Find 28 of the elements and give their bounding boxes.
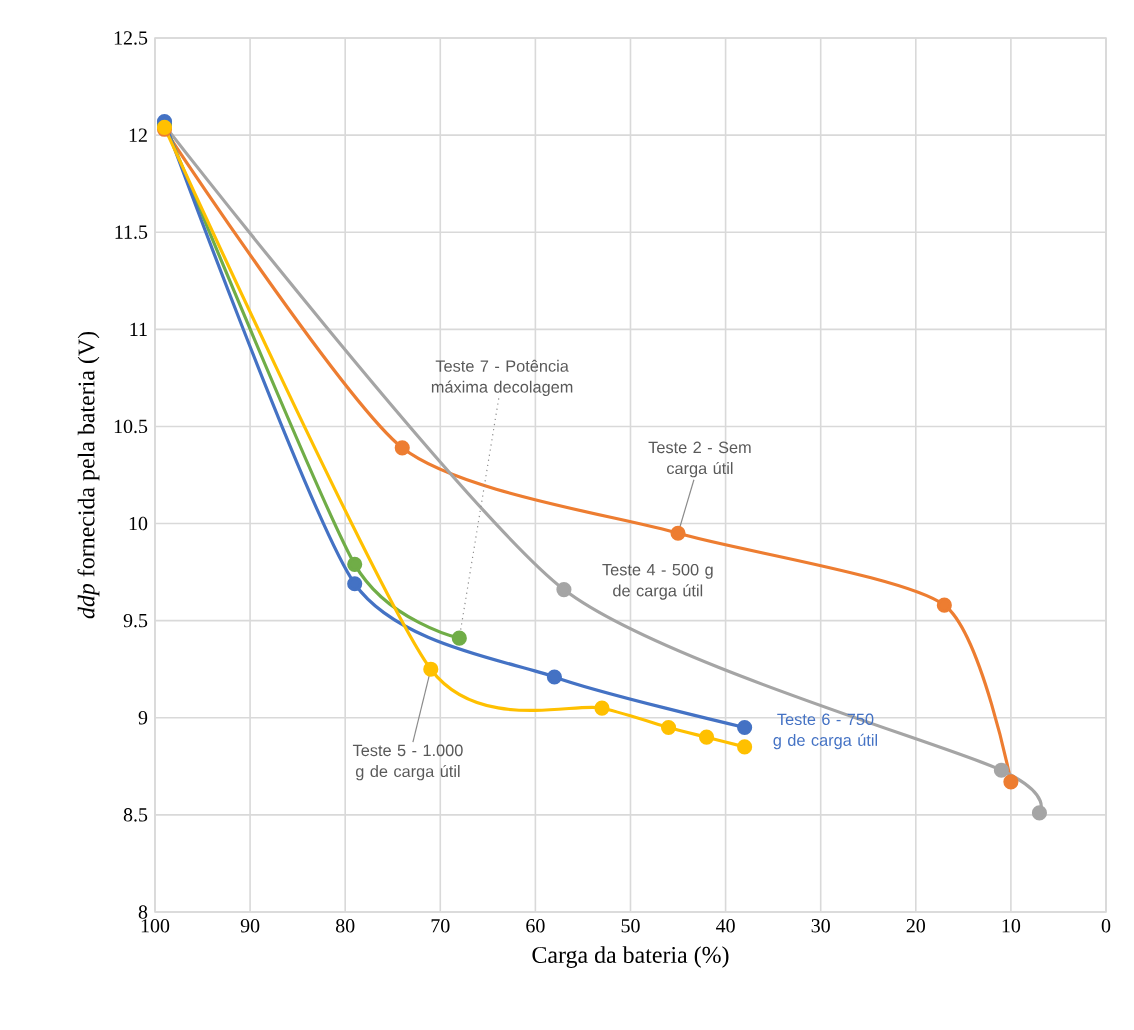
x-tick-label: 20 — [906, 919, 926, 933]
y-tick-label: 11 — [130, 322, 147, 336]
series-label: Teste 6 - 750 g de carga útil — [773, 713, 878, 750]
x-tick-label: 60 — [526, 919, 545, 933]
text: Teste 5 - 1.000 g de carga útil — [352, 744, 463, 781]
y-tick-label: 11.5 — [115, 225, 148, 239]
y-tick-label: 8 — [138, 905, 148, 919]
text: Teste 2 - Sem carga útil — [648, 441, 751, 478]
x-tick-label: 100 — [141, 919, 170, 933]
x-tick-label: 10 — [1002, 919, 1021, 933]
y-tick-label: 12 — [129, 128, 147, 142]
text: Teste 7 - Potência máxima decolagem — [431, 359, 573, 396]
y-tick-label: 10 — [129, 516, 148, 531]
x-axis-title: Carga da bateria (%) — [532, 946, 729, 968]
x-tick-label: 80 — [335, 919, 355, 933]
x-tick-label: 90 — [240, 919, 260, 933]
y-axis-title: ddp fornecida pela bateria (V) — [77, 331, 100, 619]
y-tick-label: 12.5 — [114, 31, 148, 45]
y-tick-label: 8.5 — [123, 808, 148, 822]
x-tick-label: 70 — [431, 919, 450, 933]
x-tick-label: 40 — [716, 919, 735, 933]
y-tick-label: 9 — [138, 711, 148, 725]
series-label: Teste 4 - 500 g de carga útil — [602, 563, 713, 600]
y-tick-label: 9.5 — [123, 613, 148, 628]
y-tick-label: 10.5 — [114, 419, 148, 434]
x-tick-label: 30 — [811, 919, 830, 933]
x-tick-label: 50 — [621, 919, 640, 933]
x-tick-label: 0 — [1101, 919, 1111, 933]
